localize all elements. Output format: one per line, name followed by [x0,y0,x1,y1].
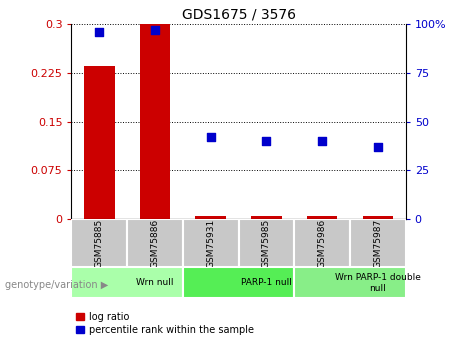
FancyBboxPatch shape [350,219,406,267]
Bar [251,216,282,219]
Text: PARP-1 null: PARP-1 null [241,278,292,287]
Text: Wrn null: Wrn null [136,278,174,287]
Text: GSM75985: GSM75985 [262,219,271,268]
Point [207,135,214,140]
FancyBboxPatch shape [183,219,238,267]
FancyBboxPatch shape [71,219,127,267]
Point [374,144,382,150]
FancyBboxPatch shape [294,219,350,267]
Bar [84,66,115,219]
FancyBboxPatch shape [238,219,294,267]
Point [151,27,159,33]
Bar [195,216,226,219]
FancyBboxPatch shape [294,267,406,298]
Text: GSM75987: GSM75987 [373,219,382,268]
Point [319,138,326,144]
Point [263,138,270,144]
Text: genotype/variation ▶: genotype/variation ▶ [5,280,108,289]
Text: GSM75886: GSM75886 [150,219,160,268]
Text: GSM75986: GSM75986 [318,219,327,268]
FancyBboxPatch shape [71,267,183,298]
Bar [307,216,337,219]
Point [95,29,103,35]
Text: Wrn PARP-1 double
null: Wrn PARP-1 double null [335,273,421,293]
FancyBboxPatch shape [127,219,183,267]
Title: GDS1675 / 3576: GDS1675 / 3576 [182,8,296,22]
Legend: log ratio, percentile rank within the sample: log ratio, percentile rank within the sa… [77,312,254,335]
FancyBboxPatch shape [183,267,294,298]
Text: GSM75931: GSM75931 [206,219,215,268]
Bar [140,24,170,219]
Bar [362,216,393,219]
Text: GSM75885: GSM75885 [95,219,104,268]
